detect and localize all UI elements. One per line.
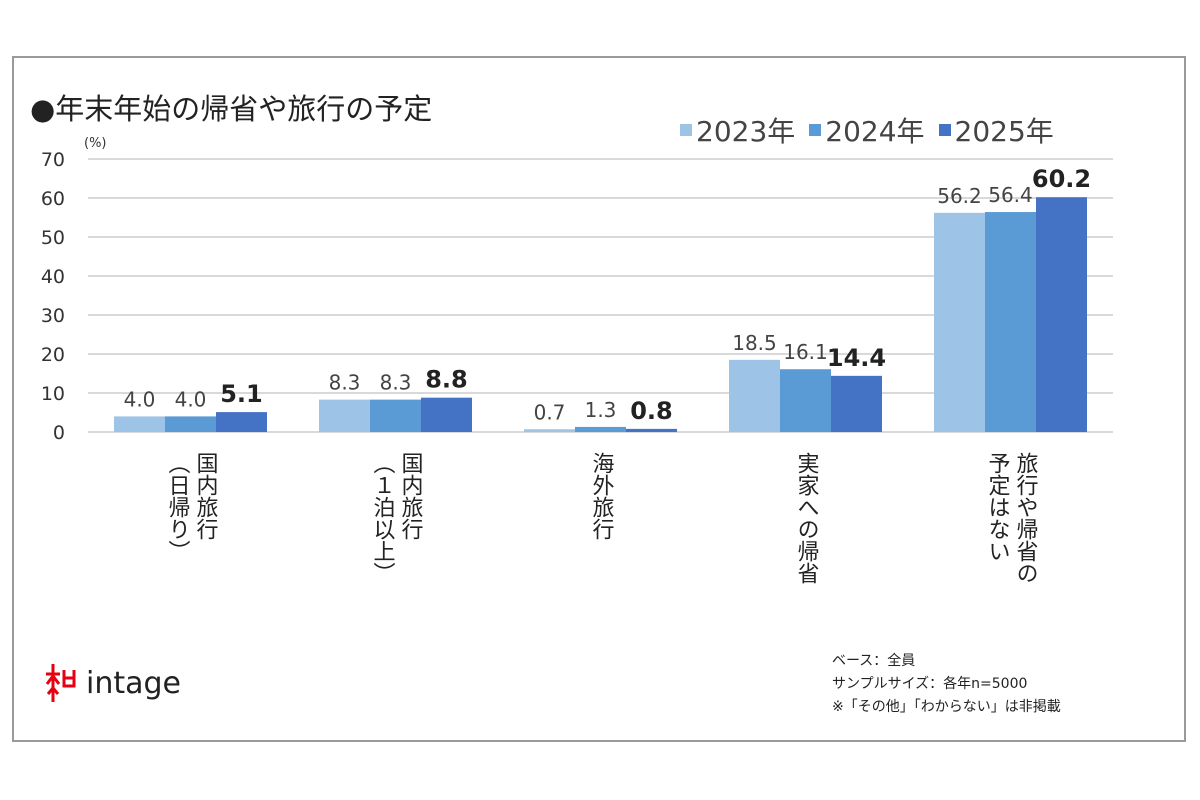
data-label: 60.2	[1032, 165, 1091, 193]
bar-2024年	[780, 369, 831, 432]
logo-text: intage	[86, 665, 181, 701]
bar-2025年	[626, 428, 677, 432]
data-label: 0.7	[534, 400, 566, 424]
legend-label: 2024年	[825, 115, 925, 148]
note-sample-size: サンプルサイズ：各年n=5000	[832, 676, 1028, 692]
data-label: 18.5	[732, 331, 777, 355]
legend-item: 2024年	[809, 110, 925, 150]
data-label: 14.4	[827, 344, 886, 372]
data-label: 8.3	[329, 371, 361, 395]
y-tick-label: 40	[41, 266, 65, 288]
category-label: 海外旅行	[588, 452, 614, 540]
data-label: 4.0	[124, 387, 156, 411]
y-tick-label: 50	[41, 227, 65, 249]
bar-2025年	[421, 397, 472, 432]
legend-swatch	[938, 124, 951, 136]
bar-2024年	[575, 426, 626, 432]
bar-2023年	[934, 212, 985, 432]
data-label: 8.3	[380, 371, 412, 395]
legend-item: 2025年	[938, 110, 1054, 150]
bar-2024年	[985, 212, 1036, 432]
y-tick-label: 20	[41, 344, 65, 366]
data-label: 1.3	[585, 398, 617, 422]
y-tick-label: 30	[41, 305, 65, 327]
note-base: ベース：全員	[832, 653, 916, 669]
y-tick-label: 0	[53, 422, 65, 444]
note-exclusion: ※「その他」「わからない」は非掲載	[832, 699, 1061, 715]
data-label: 4.0	[175, 387, 207, 411]
y-axis-unit: (%)	[84, 136, 107, 151]
y-tick-label: 60	[41, 188, 65, 210]
chart-title: ●年末年始の帰省や旅行の予定	[30, 92, 433, 126]
notes: ベース：全員 サンプルサイズ：各年n=5000 ※「その他」「わからない」は非掲…	[832, 650, 1061, 719]
bar-2023年	[729, 359, 780, 432]
legend-swatch	[809, 124, 822, 136]
bar-2025年	[831, 375, 882, 432]
bar-2025年	[1036, 197, 1087, 432]
bar-2024年	[165, 416, 216, 432]
legend: 2023年 2024年 2025年	[680, 110, 1054, 150]
intage-logo: intage	[44, 662, 181, 704]
data-label: 0.8	[630, 397, 673, 425]
data-label: 5.1	[220, 380, 263, 408]
bar-2023年	[114, 416, 165, 432]
data-label: 56.4	[988, 183, 1033, 207]
legend-label: 2025年	[954, 115, 1054, 148]
data-label: 8.8	[425, 366, 468, 394]
category-label: 国内旅行 （１泊以上）	[369, 452, 423, 584]
y-tick-label: 70	[41, 149, 65, 171]
legend-label: 2023年	[696, 115, 796, 148]
intage-mark-icon	[45, 664, 76, 702]
bar-2023年	[319, 399, 370, 432]
data-label: 16.1	[783, 340, 828, 364]
category-label: 実家への帰省	[793, 452, 819, 584]
category-label: 国内旅行 （日帰り）	[164, 452, 218, 562]
category-label: 旅行や帰省の 予定はない	[984, 452, 1038, 584]
bar-2025年	[216, 412, 267, 432]
legend-item: 2023年	[680, 110, 795, 150]
bar-2023年	[524, 429, 575, 432]
y-tick-label: 10	[41, 383, 65, 405]
bar-2024年	[370, 399, 421, 432]
chart-frame	[12, 56, 1186, 742]
data-label: 56.2	[937, 184, 982, 208]
legend-swatch	[680, 124, 692, 136]
